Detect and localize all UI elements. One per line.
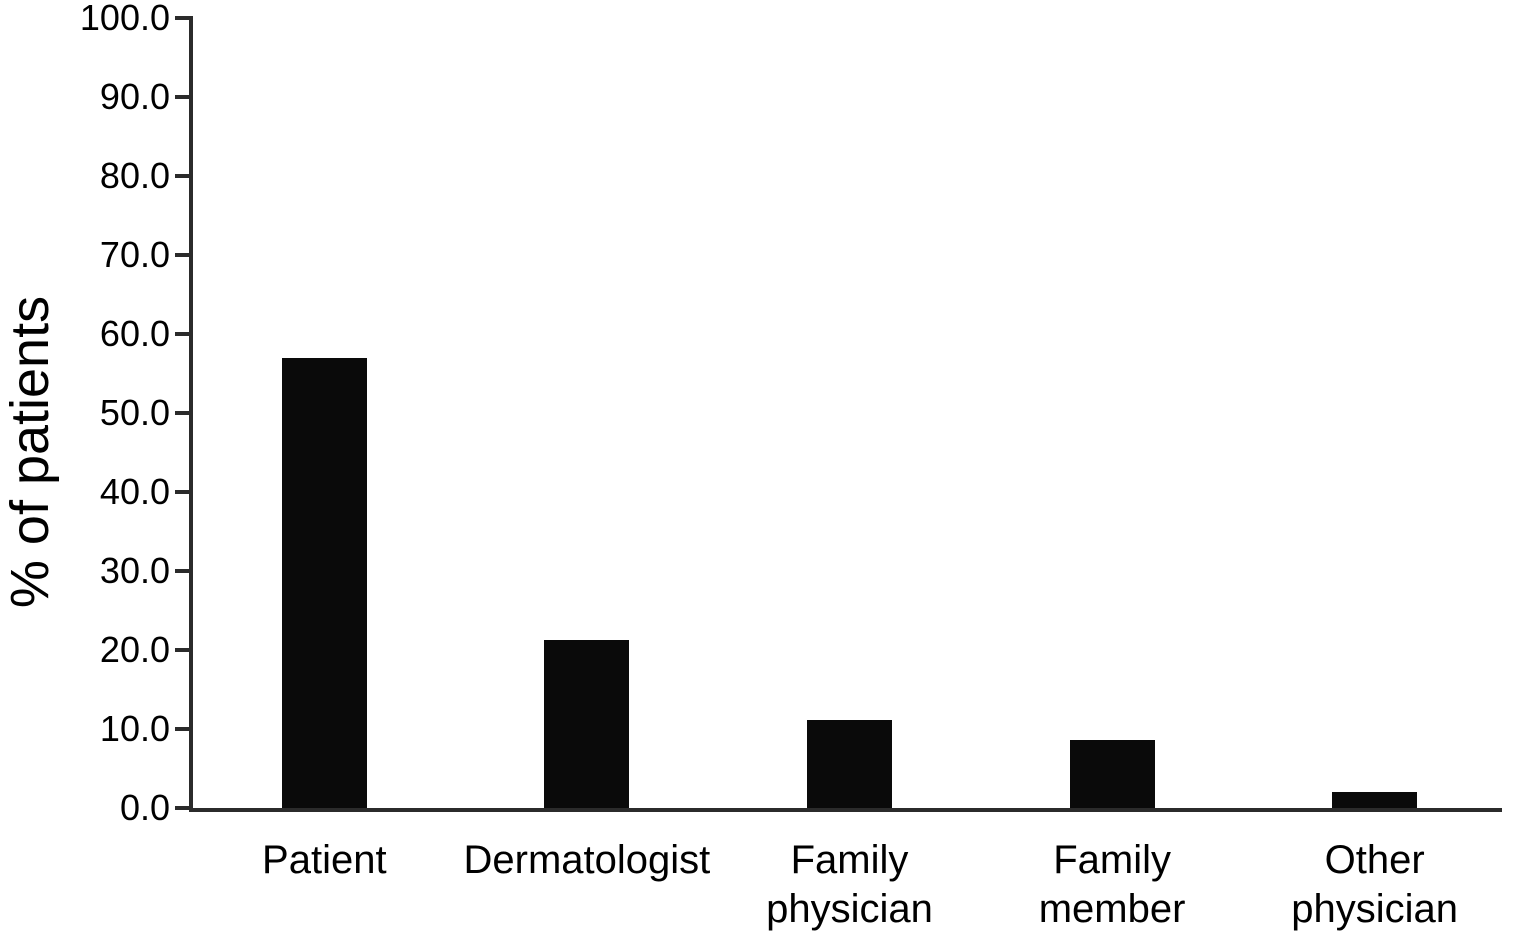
y-axis-tick-mark	[175, 174, 189, 178]
y-axis-tick-label: 30.0	[99, 550, 170, 591]
y-axis-tick-mark	[175, 95, 189, 99]
bar-patient	[281, 357, 367, 808]
y-axis-tick-label: 50.0	[99, 392, 170, 433]
x-axis-label-family-physician: Family physician	[766, 838, 933, 931]
y-axis-tick-label: 100.0	[79, 0, 170, 38]
y-axis-tick-mark	[175, 490, 189, 494]
y-axis-tick-label: 60.0	[99, 313, 170, 354]
bar-dermatologist	[544, 639, 630, 808]
x-axis-label-dermatologist: Dermatologist	[463, 838, 711, 882]
y-axis-tick-label: 80.0	[99, 155, 170, 196]
y-axis-tick-mark	[175, 648, 189, 652]
y-axis-tick-mark	[175, 332, 189, 336]
plot-area	[193, 18, 1506, 808]
y-axis-tick-mark	[175, 411, 189, 415]
bar-family-member	[1069, 740, 1155, 808]
y-axis-tick-mark	[175, 727, 189, 731]
y-axis-tick-label: 90.0	[99, 76, 170, 117]
x-axis-label-family-member: Family member	[1038, 838, 1186, 931]
y-axis-tick-mark	[175, 806, 189, 810]
y-axis-tick-label: 70.0	[99, 234, 170, 275]
y-axis-title: % of patients	[0, 295, 60, 609]
y-axis-tick-mark	[175, 253, 189, 257]
x-axis-labels: Patient Dermatologist Family physician F…	[193, 836, 1506, 934]
y-axis-tick-label: 40.0	[99, 471, 170, 512]
x-axis-label-other-physician: Other physician	[1291, 838, 1459, 931]
bar-other-physician	[1332, 792, 1418, 808]
bar-family-physician	[806, 719, 892, 808]
x-axis-line	[189, 808, 1502, 812]
y-axis-tick-mark	[175, 16, 189, 20]
y-axis-line	[189, 16, 193, 812]
y-axis-tick-mark	[175, 569, 189, 573]
y-axis-tick-label: 20.0	[99, 629, 170, 670]
y-axis-tick-label: 0.0	[119, 787, 170, 828]
x-axis-label-patient: Patient	[262, 838, 387, 882]
y-axis-tick-label: 10.0	[99, 708, 170, 749]
